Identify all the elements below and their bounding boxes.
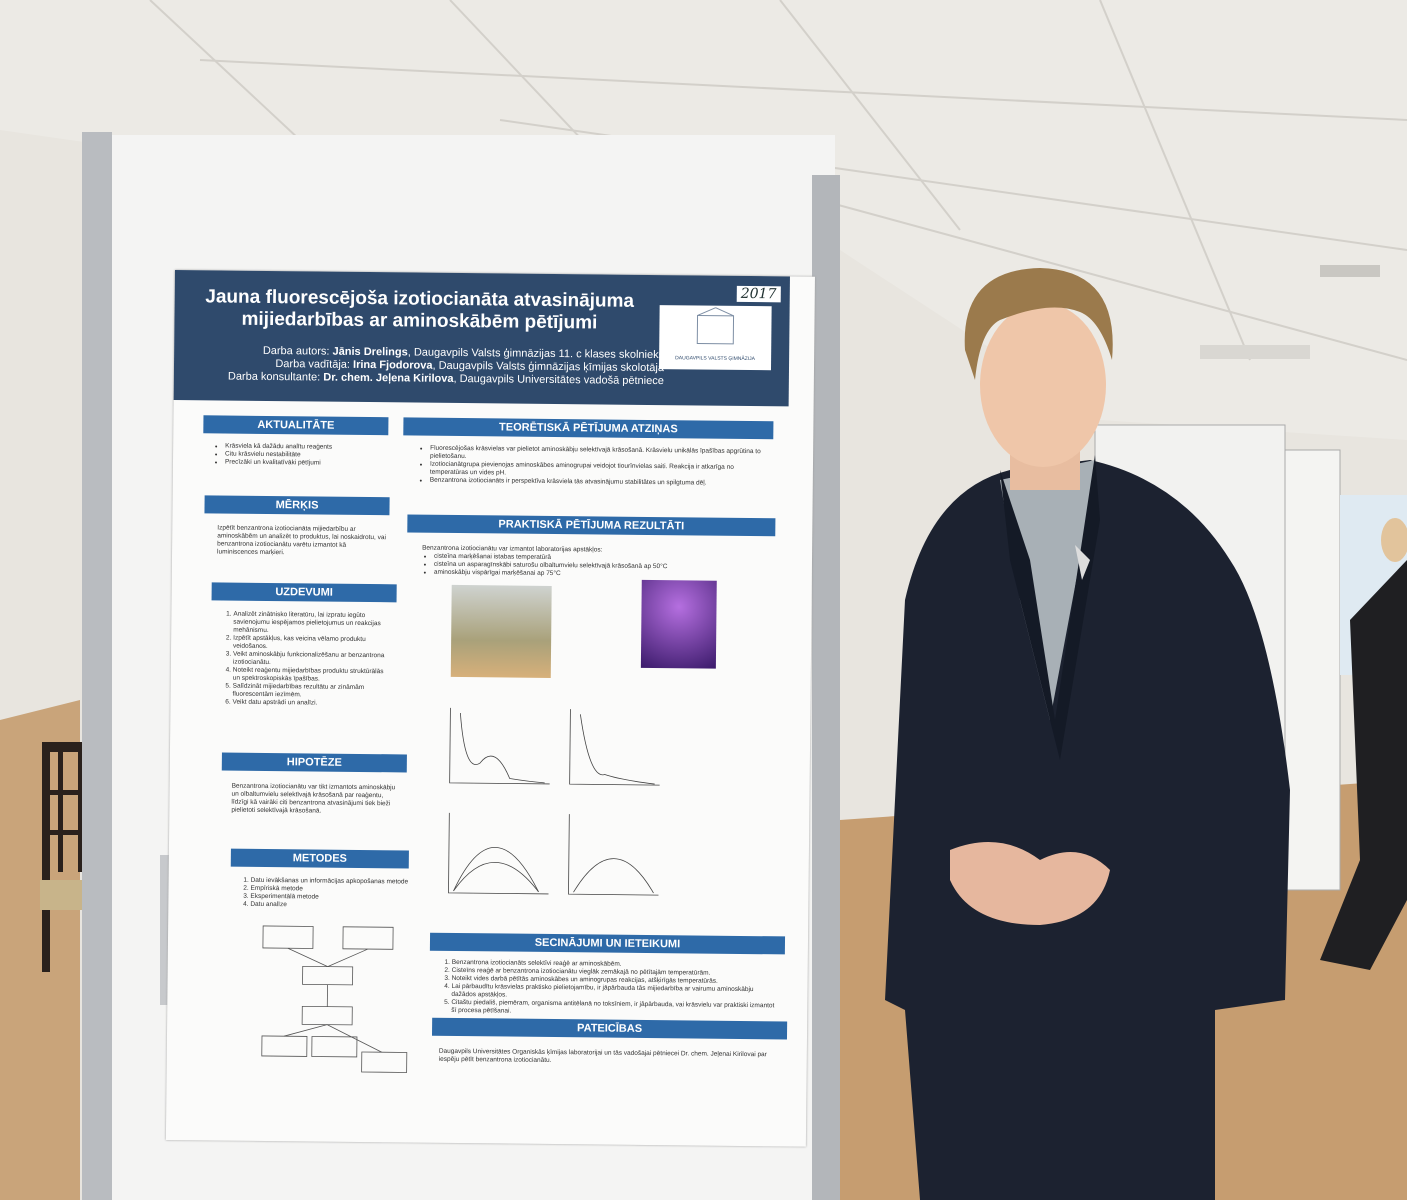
credit-name: Jānis Drelings <box>332 345 408 359</box>
credit-name: Irina Fjodorova <box>352 358 433 372</box>
poster-header: Jauna fluorescējoša izotiocianāta atvasi… <box>173 270 790 407</box>
floor-left <box>0 700 80 1200</box>
list-item: Precīzāki un kvalitatīvāki pētījumi <box>225 459 383 469</box>
section-body: Fluorescējošas krāsvielas var pielietot … <box>418 445 768 489</box>
section-body: Analizēt zinātnisko literatūru, lai izpr… <box>220 611 391 709</box>
section-heading: SECINĀJUMI UN IETEIKUMI <box>429 932 786 955</box>
section-heading: TEORĒTISKĀ PĒTĪJUMA ATZIŅAS <box>403 417 774 440</box>
section-body: Benzantrona izotiocianātu var izmantot l… <box>422 545 762 581</box>
spectra-charts <box>448 707 660 896</box>
credit-role: Darba autors: <box>262 344 330 358</box>
vials-photo <box>450 584 552 678</box>
list-item: Veikt datu apstrādi un analīzi. <box>232 699 390 709</box>
credit-role: Darba vadītāja: <box>275 358 351 371</box>
handwritten-number: 2017 <box>736 285 781 303</box>
credit-role: Darba konsultante: <box>227 370 321 384</box>
section-body: Datu ievākšanas un informācijas apkopoša… <box>238 877 408 911</box>
numbered-list: Datu ievākšanas un informācijas apkopoša… <box>238 877 408 911</box>
poster-title: Jauna fluorescējoša izotiocianāta atvasi… <box>205 286 635 334</box>
vent <box>1320 265 1380 277</box>
logo-text: DAUGAVPILS VALSTS ĢIMNĀZIJA <box>675 355 756 363</box>
poster: Jauna fluorescējoša izotiocianāta atvasi… <box>165 270 815 1147</box>
other-board <box>1284 449 1341 891</box>
bullet-list: Krāsviela kā dažādu analītu reaģentsCitu… <box>213 442 383 468</box>
section-heading: AKTUALITĀTE <box>203 415 389 436</box>
section-heading: UZDEVUMI <box>211 582 397 603</box>
bullet-list: Fluorescējošas krāsvielas var pielietot … <box>418 445 768 489</box>
section-body: Krāsviela kā dažādu analītu reaģentsCitu… <box>213 442 383 468</box>
person <box>885 268 1290 1200</box>
light <box>1200 345 1310 359</box>
school-logo: DAUGAVPILS VALSTS ĢIMNĀZIJA <box>658 305 772 371</box>
bullet-list: cisteīna marķēšanai istabas temperatūrāc… <box>422 553 762 581</box>
list-item: Datu analīze <box>250 901 408 911</box>
credits: Darba autors: Jānis Drelings , Daugavpils… <box>184 344 664 388</box>
board-post <box>812 175 840 1200</box>
bystander <box>1320 518 1407 970</box>
fluorescence-photo <box>640 579 717 669</box>
list-item: Izpētīt apstākļus, kas veicina vēlamo pr… <box>233 635 391 653</box>
flow-diagram <box>261 925 408 1073</box>
board-post <box>82 132 112 1200</box>
list-item: Salīdzināt mijiedarbības rezultātu ar zi… <box>233 683 391 701</box>
section-heading: METODES <box>230 848 409 869</box>
numbered-list: Analizēt zinātnisko literatūru, lai izpr… <box>220 611 391 709</box>
list-item: Veikt aminoskābju funkcionalizēšanu ar b… <box>233 651 391 669</box>
list-item: Citaštu piedališ, piemēram, organisma an… <box>451 999 779 1018</box>
section-heading: PRAKTISKĀ PĒTĪJUMA REZULTĀTI <box>407 514 776 537</box>
section-heading: HIPOTĒZE <box>221 752 407 773</box>
list-item: Analizēt zinātnisko literatūru, lai izpr… <box>233 611 391 637</box>
section-body: Benzantrona izotiocianāts selektīvi reaģ… <box>439 959 780 1019</box>
logo-building <box>696 307 735 345</box>
credit-name: Dr. chem. Jeļena Kirilova <box>323 371 454 385</box>
credit-detail: , Daugavpils Valsts ģimnāzijas ķīmijas s… <box>432 359 665 375</box>
section-heading: MĒRĶIS <box>204 495 390 516</box>
numbered-list: Benzantrona izotiocianāts selektīvi reaģ… <box>439 959 780 1019</box>
list-item: Noteikt reaģentu mijiedarbības produktu … <box>233 667 391 685</box>
section-body: Benzantrona izotiocianātu var tikt izman… <box>231 782 396 815</box>
section-heading: PATEICĪBAS <box>431 1017 788 1040</box>
section-body: Izpētīt benzantrona izotiocianāta mijied… <box>217 524 386 557</box>
credit-detail: , Daugavpils Universitātes vadošā pētnie… <box>453 372 664 388</box>
section-body: Daugavpils Universitātes Organiskās ķīmi… <box>438 1047 767 1064</box>
